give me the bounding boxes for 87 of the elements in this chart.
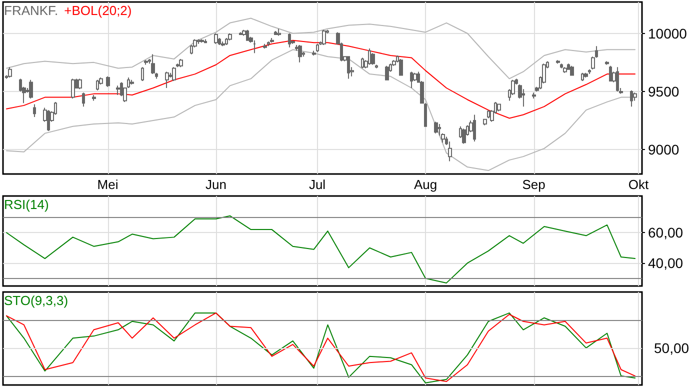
x-tick-label: Okt	[628, 177, 650, 192]
x-tick-label: Aug	[414, 177, 438, 192]
candlestick	[616, 66, 619, 92]
candlestick	[277, 28, 281, 36]
candlestick	[200, 38, 204, 44]
candlestick	[228, 32, 232, 41]
y-tick-label: 60,00	[648, 224, 684, 241]
candlestick	[487, 110, 490, 119]
candlestick	[218, 38, 221, 46]
candlestick	[8, 66, 12, 78]
candlestick	[609, 65, 612, 82]
candlestick	[560, 63, 563, 69]
candlestick	[532, 92, 536, 99]
candlestick	[141, 66, 144, 82]
candlestick	[179, 58, 183, 68]
ref-line-label: 50,00	[654, 340, 690, 356]
candlestick	[630, 90, 633, 108]
chart-title: RSI(14)	[4, 197, 49, 212]
candlestick	[522, 88, 525, 108]
candlestick	[96, 79, 99, 91]
candlestick	[462, 128, 466, 144]
candlestick	[385, 65, 389, 80]
candlestick	[274, 30, 277, 36]
candlestick	[78, 78, 82, 90]
candlestick	[246, 29, 249, 41]
x-tick-label: Sep	[522, 177, 546, 192]
candlestick	[221, 41, 225, 47]
x-tick-label: Jun	[206, 177, 226, 192]
candlestick	[584, 72, 588, 78]
candlestick	[204, 38, 207, 44]
chart-title: STO(9,3,3)	[4, 293, 68, 308]
candlestick	[267, 41, 270, 47]
candlestick	[130, 79, 134, 86]
candlestick	[483, 118, 487, 126]
candlestick	[47, 110, 50, 132]
candlestick	[214, 32, 218, 44]
candlestick	[225, 38, 228, 46]
x-tick-label: Jul	[308, 177, 326, 192]
y-tick-label: 9500	[648, 83, 680, 100]
candlestick	[151, 54, 155, 75]
candlestick	[361, 57, 364, 69]
line-series	[6, 40, 636, 119]
candlestick	[165, 71, 169, 88]
candlestick	[570, 65, 574, 76]
candlestick	[92, 94, 96, 102]
candlestick	[172, 66, 176, 82]
candlestick	[316, 43, 319, 52]
candlestick	[33, 104, 36, 118]
candlestick	[270, 38, 274, 44]
candlestick	[448, 140, 452, 162]
candlestick	[144, 60, 148, 66]
candlestick	[581, 72, 584, 82]
candlestick	[605, 60, 609, 66]
candlestick	[563, 66, 567, 74]
candlestick	[176, 63, 179, 68]
candlestick	[239, 32, 242, 36]
candlestick	[368, 48, 371, 66]
candlestick	[263, 43, 267, 49]
y-tick-label: 10000	[648, 25, 688, 42]
candlestick	[497, 104, 501, 112]
candlestick	[473, 114, 476, 142]
candlestick	[410, 71, 413, 88]
candlestick	[298, 44, 302, 63]
candlestick	[322, 29, 326, 46]
candlestick	[71, 78, 75, 99]
candlestick	[312, 50, 316, 56]
candlestick	[556, 60, 560, 64]
x-tick-label: Mei	[97, 177, 118, 192]
candlestick	[29, 79, 33, 99]
candlestick	[588, 68, 591, 75]
candlestick	[116, 85, 120, 96]
text: +BOL(20;2)	[64, 3, 132, 18]
candlestick	[197, 38, 200, 44]
candlestick	[106, 76, 110, 88]
candlestick	[253, 40, 256, 54]
chart-title: FRANKF.	[4, 3, 58, 18]
candlestick	[399, 58, 403, 76]
y-tick-label: 9000	[648, 142, 680, 158]
candlestick	[371, 52, 375, 66]
y-tick-label: 40,00	[648, 255, 684, 272]
line-series	[6, 215, 636, 284]
candlestick	[82, 92, 85, 108]
candlestick	[347, 56, 350, 80]
candlestick	[434, 121, 438, 134]
candlestick	[288, 32, 291, 48]
candlestick	[375, 64, 378, 69]
line-series	[6, 18, 636, 80]
